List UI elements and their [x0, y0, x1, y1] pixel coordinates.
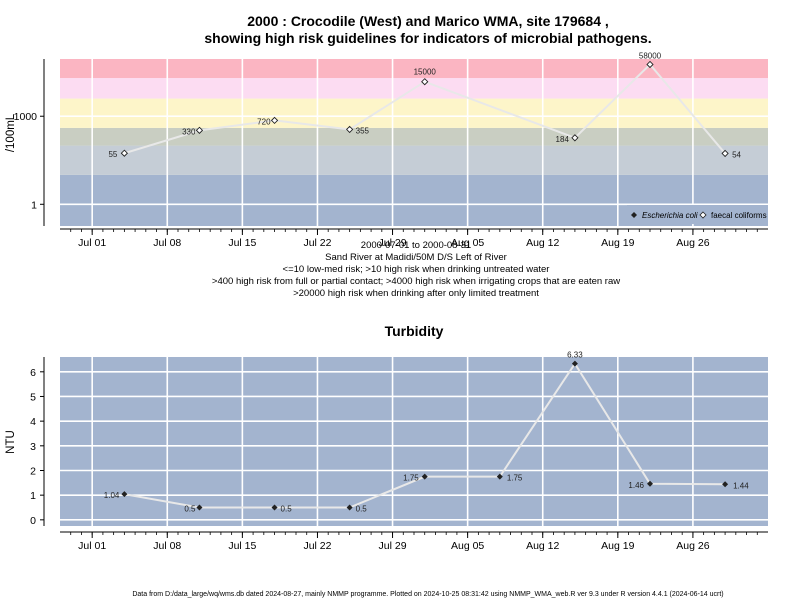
chart1-subtitle-4: >400 high risk from full or partial cont… — [212, 276, 620, 287]
turbidity-point — [271, 504, 278, 511]
chart2-x-tick-label: Aug 26 — [676, 540, 709, 552]
turbidity-point — [722, 481, 729, 488]
chart2-x-tick-label: Jul 01 — [78, 540, 106, 552]
chart1-x-tick-label: Aug 12 — [526, 237, 559, 249]
series-line-faecal-coliforms — [124, 63, 726, 155]
chart1-x-tick-label: Aug 05 — [451, 237, 484, 249]
chart2-y-tick-label: 0 — [30, 515, 36, 527]
chart1-x-tick-label: Jul 01 — [78, 237, 106, 249]
chart2-y-tick-label: 1 — [30, 490, 36, 502]
chart2-data-label: 0.5 — [281, 504, 293, 513]
chart2-data-label: 1.04 — [104, 491, 120, 500]
chart2-x-tick-label: Aug 19 — [601, 540, 634, 552]
chart1-y-tick-label: 1 — [31, 199, 37, 211]
chart2-data-label: 1.75 — [507, 474, 523, 483]
faecal-coliforms-point — [571, 134, 579, 142]
chart2-y-tick-label: 2 — [30, 465, 36, 477]
turbidity-point — [196, 504, 203, 511]
chart2-data-label: 0.5 — [356, 504, 368, 513]
chart1-data-label: 184 — [556, 135, 570, 144]
chart2-data-label: 1.46 — [628, 481, 644, 490]
turbidity-point — [421, 473, 428, 480]
chart1-x-tick-label: Jul 08 — [153, 237, 181, 249]
chart2-data-label: 0.5 — [184, 504, 196, 513]
chart1-x-tick-label: Jul 15 — [228, 237, 256, 249]
risk-band — [60, 59, 768, 79]
chart1-title-line1: 2000 : Crocodile (West) and Marico WMA, … — [247, 13, 609, 29]
chart1-data-label: 58000 — [639, 51, 662, 60]
chart1-data-label: 54 — [732, 150, 741, 159]
legend-label-e-coli: Escherichia coli — [642, 211, 698, 220]
chart2-y-tick-label: 5 — [30, 391, 36, 403]
chart1-data-label: 330 — [182, 127, 196, 136]
chart1-subtitle-1: 2000-07-01 to 2000-08-31 — [361, 240, 471, 251]
chart1-x-tick-label: Aug 19 — [601, 237, 634, 249]
footer-note: Data from D:/data_large/wq/wms.db dated … — [132, 591, 723, 598]
chart1-subtitle-3: <=10 low-med risk; >10 high risk when dr… — [283, 264, 550, 275]
turbidity-point — [121, 491, 128, 498]
faecal-coliforms-point — [270, 116, 279, 125]
legend-label-faecal-coliforms: faecal coliforms — [711, 211, 767, 220]
faecal-coliforms-point — [646, 60, 654, 69]
chart2-data-label: 1.75 — [403, 474, 419, 483]
chart1-x-tick-label: Jul 29 — [379, 237, 407, 249]
chart2-x-tick-label: Jul 15 — [228, 540, 256, 552]
chart2-x-tick-label: Aug 12 — [526, 540, 559, 552]
chart2-y-tick-label: 3 — [30, 441, 36, 453]
chart1-data-label: 720 — [257, 117, 271, 126]
faecal-coliforms-point — [421, 78, 429, 86]
chart1-title-line2: showing high risk guidelines for indicat… — [204, 30, 651, 46]
chart2-plot-background — [60, 357, 768, 526]
chart1-data-label: 15000 — [414, 68, 437, 77]
chart1-data-label: 55 — [108, 150, 117, 159]
chart2-y-tick-label: 6 — [30, 367, 36, 379]
chart1-ylabel: /100mL — [5, 113, 17, 152]
legend-marker-faecal-coliforms — [699, 211, 707, 219]
chart1-plot: 1 1000 Jul 01 Jul 08 Jul 15 Jul 22 Jul 29 Aug 0… — [14, 51, 768, 249]
risk-band — [60, 98, 768, 128]
chart2-x-tick-label: Jul 22 — [303, 540, 331, 552]
faecal-coliforms-point — [345, 125, 354, 134]
chart2-data-label: 6.33 — [567, 351, 583, 360]
turbidity-point — [647, 480, 653, 487]
chart1-x-tick-label: Jul 22 — [303, 237, 331, 249]
chart2-x-tick-label: Aug 05 — [451, 540, 484, 552]
chart2-x-tick-label: Jul 08 — [153, 540, 181, 552]
chart2-title: Turbidity — [385, 323, 444, 339]
chart2-data-label: 1.44 — [733, 481, 749, 490]
chart1-data-label: 355 — [356, 126, 370, 135]
chart1-subtitle-5: >20000 high risk when drinking after onl… — [293, 288, 539, 299]
turbidity-point — [571, 360, 578, 367]
faecal-coliforms-point — [195, 126, 204, 134]
risk-band — [60, 145, 768, 175]
chart1-y-tick-label: 1000 — [14, 111, 38, 123]
chart1-legend-box — [627, 205, 768, 224]
chart2-x-tick-label: Jul 29 — [379, 540, 407, 552]
chart1-x-tick-label: Aug 26 — [676, 237, 709, 249]
risk-band — [60, 127, 768, 146]
turbidity-point — [496, 473, 503, 480]
chart2-y-tick-label: 4 — [30, 416, 36, 428]
chart2-ylabel: NTU — [5, 430, 17, 454]
chart1-subtitle-2: Sand River at Madidi/50M D/S Left of Riv… — [325, 252, 507, 263]
legend-marker-e-coli — [631, 212, 637, 218]
faecal-coliforms-point — [721, 149, 729, 158]
turbidity-point — [346, 504, 353, 511]
faecal-coliforms-point — [120, 149, 129, 157]
chart2-plot: 0 1 2 3 4 5 6 Jul 01 Jul 08 Jul 15 Jul 22 Jul 29 Aug… — [30, 351, 768, 552]
